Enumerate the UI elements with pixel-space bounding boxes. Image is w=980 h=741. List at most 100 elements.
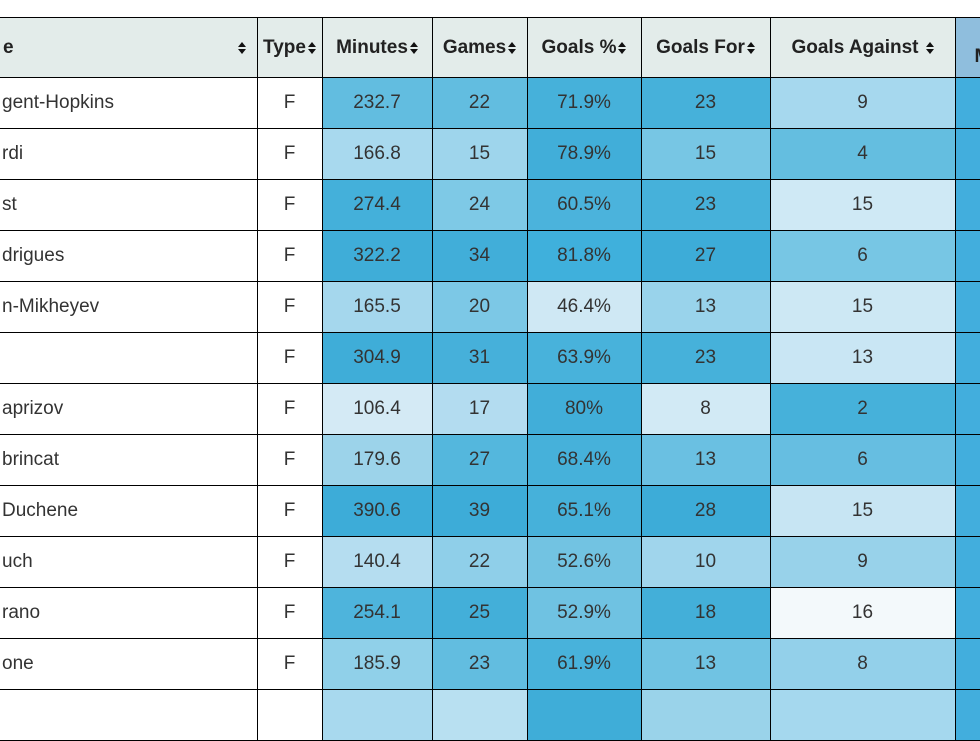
- goals-against-cell: 6: [770, 231, 955, 282]
- header-extra-partial[interactable]: M: [955, 18, 980, 78]
- type-cell: F: [257, 537, 322, 588]
- sort-icon: [508, 42, 516, 54]
- header-goals-pct[interactable]: Goals %: [527, 18, 641, 78]
- minutes-cell: 274.4: [322, 180, 432, 231]
- goals-pct-cell: 52.9%: [527, 588, 641, 639]
- player-name-cell: rano: [0, 588, 257, 639]
- games-cell: 23: [432, 639, 527, 690]
- games-cell: 17: [432, 384, 527, 435]
- player-name-cell: [0, 333, 257, 384]
- goals-against-cell: 9: [770, 537, 955, 588]
- table-header: e Type Minutes Games: [0, 18, 980, 78]
- minutes-cell: 165.5: [322, 282, 432, 333]
- sort-icon: [238, 42, 246, 54]
- header-name-label: e: [3, 37, 14, 59]
- extra-cell: [955, 231, 980, 282]
- goals-for-cell: 10: [641, 537, 770, 588]
- games-cell: 31: [432, 333, 527, 384]
- extra-cell: [955, 537, 980, 588]
- goals-against-cell: 9: [770, 78, 955, 129]
- minutes-cell: 304.9: [322, 333, 432, 384]
- games-cell: 22: [432, 78, 527, 129]
- extra-cell: [955, 384, 980, 435]
- extra-cell: [955, 333, 980, 384]
- goals-against-cell: 13: [770, 333, 955, 384]
- player-name-cell: aprizov: [0, 384, 257, 435]
- sort-icon: [926, 42, 934, 54]
- player-name-cell: st: [0, 180, 257, 231]
- table-row: st F 274.4 24 60.5% 23 15: [0, 180, 980, 231]
- goals-pct-cell: 71.9%: [527, 78, 641, 129]
- stats-table: e Type Minutes Games: [0, 17, 980, 741]
- player-name-cell: [0, 690, 257, 741]
- table-row: gent-Hopkins F 232.7 22 71.9% 23 9: [0, 78, 980, 129]
- minutes-cell: 232.7: [322, 78, 432, 129]
- goals-pct-cell: 68.4%: [527, 435, 641, 486]
- header-goals-against[interactable]: Goals Against: [770, 18, 955, 78]
- header-name[interactable]: e: [0, 18, 257, 78]
- goals-pct-cell: 78.9%: [527, 129, 641, 180]
- extra-cell: [955, 180, 980, 231]
- goals-against-cell: 16: [770, 588, 955, 639]
- goals-for-cell: 8: [641, 384, 770, 435]
- goals-for-cell: 13: [641, 282, 770, 333]
- goals-pct-cell: 65.1%: [527, 486, 641, 537]
- table-row: n-Mikheyev F 165.5 20 46.4% 13 15: [0, 282, 980, 333]
- minutes-cell: 106.4: [322, 384, 432, 435]
- type-cell: F: [257, 78, 322, 129]
- header-type[interactable]: Type: [257, 18, 322, 78]
- games-cell: 39: [432, 486, 527, 537]
- goals-against-cell: 8: [770, 639, 955, 690]
- minutes-cell: 140.4: [322, 537, 432, 588]
- games-cell: 27: [432, 435, 527, 486]
- table-row: uch F 140.4 22 52.6% 10 9: [0, 537, 980, 588]
- player-name-cell: rdi: [0, 129, 257, 180]
- header-games[interactable]: Games: [432, 18, 527, 78]
- sort-icon: [618, 42, 626, 54]
- type-cell: F: [257, 129, 322, 180]
- table-row: F 304.9 31 63.9% 23 13: [0, 333, 980, 384]
- type-cell: F: [257, 435, 322, 486]
- goals-for-cell: 28: [641, 486, 770, 537]
- goals-pct-cell: 52.6%: [527, 537, 641, 588]
- table-row: [0, 690, 980, 741]
- extra-cell: [955, 435, 980, 486]
- minutes-cell: 322.2: [322, 231, 432, 282]
- type-cell: F: [257, 588, 322, 639]
- type-cell: F: [257, 231, 322, 282]
- table-row: rano F 254.1 25 52.9% 18 16: [0, 588, 980, 639]
- table-row: aprizov F 106.4 17 80% 8 2: [0, 384, 980, 435]
- games-cell: 25: [432, 588, 527, 639]
- type-cell: F: [257, 180, 322, 231]
- goals-against-cell: 6: [770, 435, 955, 486]
- player-name-cell: brincat: [0, 435, 257, 486]
- header-goals-for-label: Goals For: [656, 37, 745, 59]
- player-name-cell: gent-Hopkins: [0, 78, 257, 129]
- extra-cell: [955, 78, 980, 129]
- goals-for-cell: 27: [641, 231, 770, 282]
- player-name-cell: one: [0, 639, 257, 690]
- table-row: one F 185.9 23 61.9% 13 8: [0, 639, 980, 690]
- sort-icon: [308, 42, 316, 54]
- type-cell: F: [257, 639, 322, 690]
- goals-for-cell: 18: [641, 588, 770, 639]
- player-name-cell: drigues: [0, 231, 257, 282]
- table-row: brincat F 179.6 27 68.4% 13 6: [0, 435, 980, 486]
- sort-icon: [747, 42, 755, 54]
- extra-cell: [955, 282, 980, 333]
- header-extra-label: M: [975, 46, 980, 68]
- header-goals-for[interactable]: Goals For: [641, 18, 770, 78]
- player-name-cell: Duchene: [0, 486, 257, 537]
- player-name-cell: n-Mikheyev: [0, 282, 257, 333]
- type-cell: [257, 690, 322, 741]
- minutes-cell: 179.6: [322, 435, 432, 486]
- minutes-cell: 254.1: [322, 588, 432, 639]
- goals-against-cell: 4: [770, 129, 955, 180]
- goals-for-cell: 23: [641, 180, 770, 231]
- goals-against-cell: 15: [770, 282, 955, 333]
- header-minutes[interactable]: Minutes: [322, 18, 432, 78]
- header-type-label: Type: [263, 37, 306, 59]
- extra-cell: [955, 639, 980, 690]
- minutes-cell: [322, 690, 432, 741]
- goals-against-cell: 2: [770, 384, 955, 435]
